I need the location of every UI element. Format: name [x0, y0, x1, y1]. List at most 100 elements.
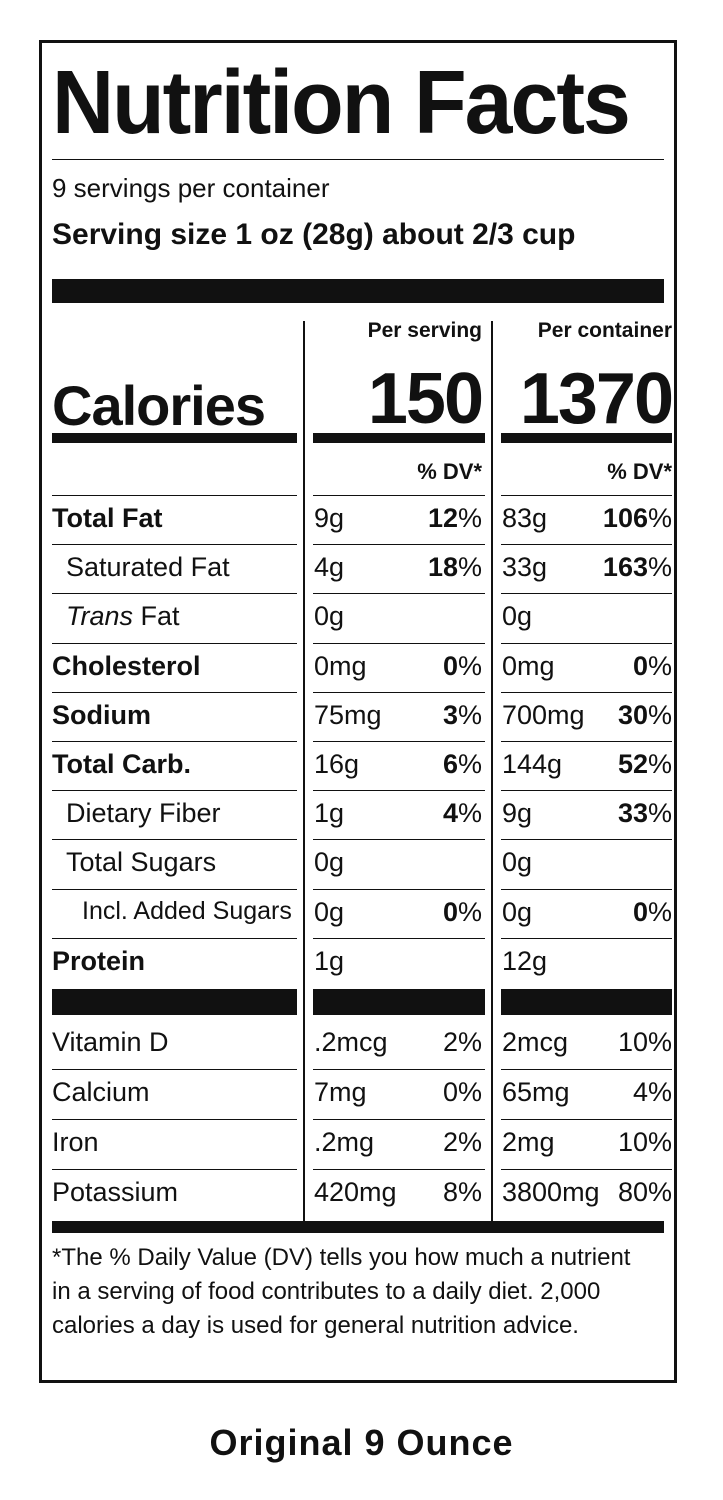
container-dv: 0%	[632, 650, 672, 681]
row-line	[52, 642, 297, 644]
product-caption: Original 9 Ounce	[209, 1422, 514, 1463]
container-amount: 0g	[502, 847, 533, 878]
row-line	[501, 839, 672, 841]
container-dv: 33%	[617, 798, 672, 829]
container-amount: 2mcg	[502, 1027, 569, 1057]
bottom-bar	[52, 1221, 664, 1233]
container-dv: 163%	[602, 552, 672, 583]
row-line	[501, 1119, 672, 1120]
row-line	[501, 544, 672, 546]
container-dv: 10%	[617, 1027, 672, 1057]
row-line	[52, 888, 297, 890]
row-line	[52, 1069, 297, 1070]
serving-amount: .2mg	[314, 1127, 375, 1157]
row-line	[501, 1169, 672, 1170]
row-line	[501, 691, 672, 693]
serving-dv: 4%	[442, 798, 482, 829]
serving-amount: 0mg	[314, 650, 367, 681]
nutrient-name: Incl. Added Sugars	[82, 896, 292, 925]
servings-per-container: 9 servings per container	[52, 173, 330, 203]
row-line	[313, 1169, 485, 1170]
row-line	[313, 691, 485, 693]
serving-dv: 2%	[442, 1127, 482, 1157]
calories-bar-right	[501, 433, 672, 443]
container-dv: 106%	[602, 503, 672, 533]
container-amount: 0mg	[502, 650, 555, 681]
footnote: *The % Daily Value (DV) tells you how mu…	[52, 1244, 631, 1339]
serving-dv: 6%	[442, 749, 482, 779]
row-line	[52, 839, 297, 841]
serving-amount: 9g	[314, 503, 345, 533]
container-amount: 144g	[502, 749, 563, 779]
nutrient-name: Total Fat	[52, 503, 163, 533]
serving-amount: 0g	[314, 896, 345, 927]
container-amount: 33g	[502, 552, 548, 583]
serving-amount: 420mg	[314, 1177, 397, 1207]
row-line	[52, 495, 297, 496]
row-line	[52, 790, 297, 792]
col-header-per-container: Per container	[537, 319, 672, 342]
row-line	[313, 888, 485, 890]
row-line	[501, 495, 672, 496]
nutrient-name: Protein	[52, 945, 146, 976]
container-amount: 0g	[502, 896, 533, 927]
container-dv: 10%	[617, 1127, 672, 1157]
calories-per-container: 1370	[519, 359, 674, 439]
container-dv: 80%	[617, 1177, 672, 1207]
row-line	[501, 1069, 672, 1070]
container-amount: 83g	[502, 503, 548, 533]
serving-amount: 0g	[314, 847, 345, 878]
container-dv: 52%	[617, 749, 672, 779]
serving-dv: 0%	[442, 896, 482, 927]
vitamin-name: Potassium	[52, 1177, 179, 1207]
nutrient-name: Dietary Fiber	[66, 798, 221, 829]
vitamin-name: Calcium	[52, 1077, 150, 1107]
container-amount: 12g	[502, 945, 548, 976]
label-title: Nutrition Facts	[52, 52, 631, 153]
container-dv: 30%	[617, 699, 672, 730]
serving-dv: 18%	[427, 552, 482, 583]
vitamin-bar-left	[52, 989, 297, 1015]
calories-label: Calories	[52, 374, 266, 437]
serving-amount: 1g	[314, 945, 345, 976]
row-line	[52, 593, 297, 595]
serving-dv: 0%	[442, 1077, 482, 1107]
row-line	[313, 1069, 485, 1070]
column-divider-right	[491, 321, 493, 1221]
row-line	[313, 642, 485, 644]
vitamin-name: Iron	[52, 1127, 99, 1157]
container-amount: 2mg	[502, 1127, 555, 1157]
dv-header-serving: % DV*	[417, 459, 482, 484]
row-line	[52, 741, 297, 742]
container-amount: 700mg	[502, 699, 585, 730]
col-header-per-serving: Per serving	[367, 319, 482, 342]
vitamin-bar-mid	[313, 989, 485, 1015]
container-amount: 0g	[502, 601, 533, 632]
row-line	[313, 544, 485, 546]
serving-dv: 0%	[442, 650, 482, 681]
dv-header-container: % DV*	[607, 459, 672, 484]
container-amount: 3800mg	[502, 1177, 600, 1207]
serving-amount: 4g	[314, 552, 345, 583]
row-line	[313, 839, 485, 841]
serving-amount: .2mcg	[314, 1027, 388, 1057]
nutrition-label-inner: Nutrition Facts 9 servings per container…	[52, 43, 674, 1380]
serving-amount: 75mg	[314, 699, 382, 730]
row-line	[501, 741, 672, 742]
row-line	[313, 741, 485, 742]
thick-bar	[52, 279, 664, 303]
row-line	[501, 790, 672, 792]
nutrient-name: Total Carb.	[52, 749, 192, 779]
nutrient-name: Cholesterol	[52, 650, 201, 681]
row-line	[313, 593, 485, 595]
vitamin-name: Vitamin D	[52, 1027, 169, 1057]
serving-dv: 3%	[442, 699, 482, 730]
row-line	[313, 790, 485, 792]
nutrient-name: Sodium	[52, 699, 151, 730]
serving-amount: 7mg	[314, 1077, 367, 1107]
serving-dv: 2%	[442, 1027, 482, 1057]
row-line	[52, 544, 297, 546]
container-amount: 65mg	[502, 1077, 570, 1107]
nutrient-name: Saturated Fat	[66, 552, 230, 583]
row-line	[52, 1119, 297, 1120]
